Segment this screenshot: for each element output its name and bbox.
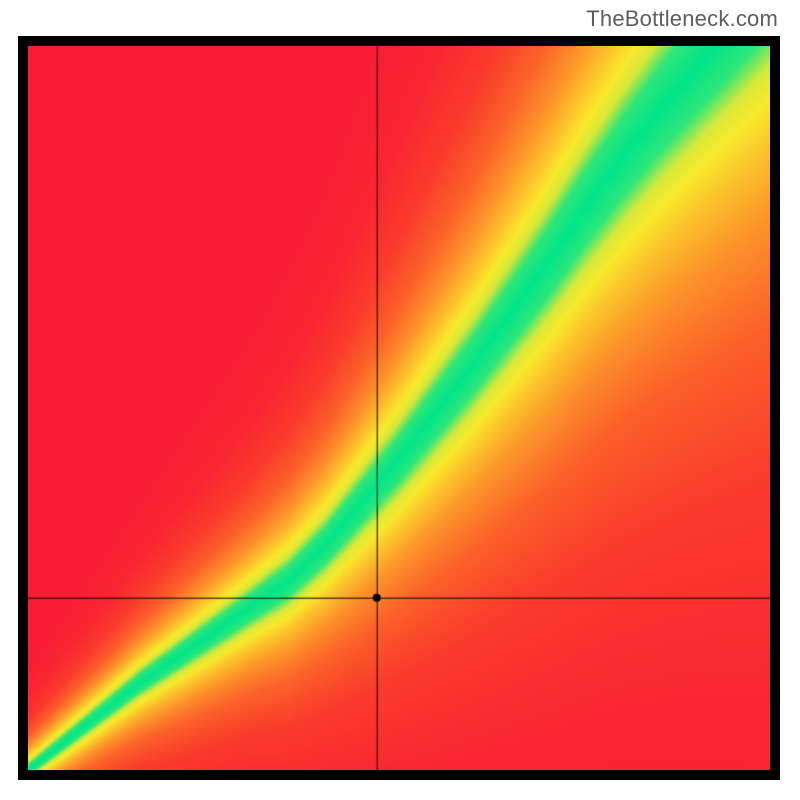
watermark-text: TheBottleneck.com [586,6,778,32]
heatmap-canvas [28,46,770,770]
figure-container: TheBottleneck.com [0,0,800,800]
heatmap-frame [18,36,780,780]
heatmap-plot [28,46,770,770]
